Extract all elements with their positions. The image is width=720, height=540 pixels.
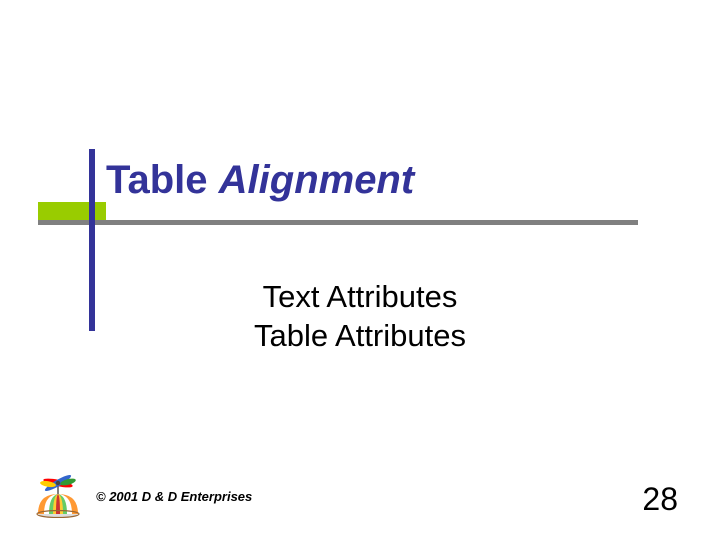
- copyright-text: © 2001 D & D Enterprises: [96, 489, 252, 504]
- subtitle-block: Text Attributes Table Attributes: [0, 278, 720, 356]
- title-word-2: Alignment Alignment: [219, 158, 415, 202]
- title-word-1: Table: [106, 158, 208, 202]
- page-number: 28: [642, 481, 678, 518]
- subtitle-line-2: Table Attributes: [0, 317, 720, 356]
- propeller-hat-icon: [30, 474, 86, 518]
- title-accent-bar: [38, 202, 106, 220]
- slide-title: Table Alignment Alignment: [106, 158, 414, 203]
- slide: Table Alignment Alignment Text Attribute…: [0, 0, 720, 540]
- subtitle-line-1: Text Attributes: [0, 278, 720, 317]
- title-word-2-text: Alignment: [219, 158, 415, 202]
- title-underline: [38, 220, 638, 225]
